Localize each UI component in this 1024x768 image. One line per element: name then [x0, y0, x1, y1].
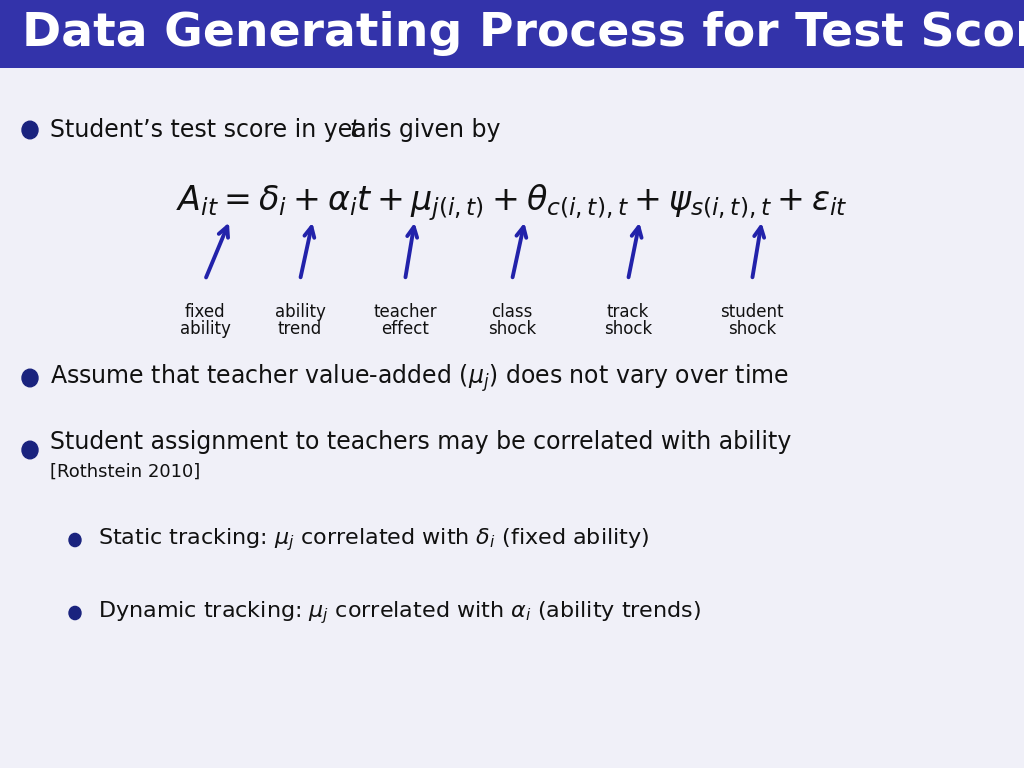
- Text: Assume that teacher value-added ($\mu_j$) does not vary over time: Assume that teacher value-added ($\mu_j$…: [50, 362, 790, 394]
- Text: [Rothstein 2010]: [Rothstein 2010]: [50, 463, 201, 481]
- Text: shock: shock: [487, 320, 537, 338]
- Text: is given by: is given by: [365, 118, 501, 142]
- Ellipse shape: [69, 534, 81, 547]
- Text: Data Generating Process for Test Scores: Data Generating Process for Test Scores: [22, 11, 1024, 55]
- Text: teacher: teacher: [373, 303, 437, 321]
- Text: trend: trend: [278, 320, 323, 338]
- Text: Dynamic tracking: $\mu_j$ correlated with $\alpha_i$ (ability trends): Dynamic tracking: $\mu_j$ correlated wit…: [98, 600, 701, 627]
- Ellipse shape: [22, 369, 38, 387]
- FancyBboxPatch shape: [0, 0, 1024, 68]
- Text: Static tracking: $\mu_j$ correlated with $\delta_i$ (fixed ability): Static tracking: $\mu_j$ correlated with…: [98, 527, 649, 554]
- Ellipse shape: [22, 121, 38, 139]
- Text: shock: shock: [604, 320, 652, 338]
- Text: ability: ability: [179, 320, 230, 338]
- Ellipse shape: [22, 441, 38, 458]
- Text: class: class: [492, 303, 532, 321]
- Text: Student assignment to teachers may be correlated with ability: Student assignment to teachers may be co…: [50, 430, 792, 454]
- Text: student: student: [720, 303, 783, 321]
- Text: shock: shock: [728, 320, 776, 338]
- Text: $t$: $t$: [349, 118, 361, 142]
- Ellipse shape: [69, 607, 81, 620]
- Text: Student’s test score in year: Student’s test score in year: [50, 118, 384, 142]
- Text: $A_{it} = \delta_i + \alpha_i t + \mu_{j(i,t)} + \theta_{c(i,t),t} + \psi_{s(i,t: $A_{it} = \delta_i + \alpha_i t + \mu_{j…: [176, 183, 848, 223]
- Text: ability: ability: [274, 303, 326, 321]
- Text: effect: effect: [381, 320, 429, 338]
- Text: track: track: [607, 303, 649, 321]
- Text: fixed: fixed: [184, 303, 225, 321]
